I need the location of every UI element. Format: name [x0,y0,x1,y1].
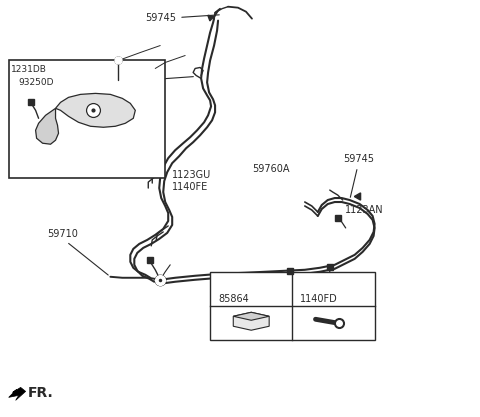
Polygon shape [56,93,135,127]
Text: 1231DB: 1231DB [11,65,47,75]
Text: FR.: FR. [28,387,53,400]
Text: 59760A: 59760A [252,164,289,174]
Polygon shape [9,387,25,400]
Text: 93250D: 93250D [19,78,54,88]
Text: 1140FE: 1140FE [172,182,208,192]
Text: 59710: 59710 [48,229,108,275]
Text: 1140FD: 1140FD [300,294,338,304]
Text: 1123AN: 1123AN [345,205,384,215]
Text: 1123GU: 1123GU [172,170,212,180]
Text: 1123AN: 1123AN [115,74,193,84]
Polygon shape [233,312,269,330]
Polygon shape [36,108,59,144]
Bar [9,60,165,178]
Polygon shape [233,312,269,320]
Text: 59745: 59745 [145,13,219,23]
Text: 59770: 59770 [23,162,156,175]
Text: 85864: 85864 [218,294,249,304]
Bar [210,272,374,339]
Text: 59745: 59745 [343,154,374,197]
